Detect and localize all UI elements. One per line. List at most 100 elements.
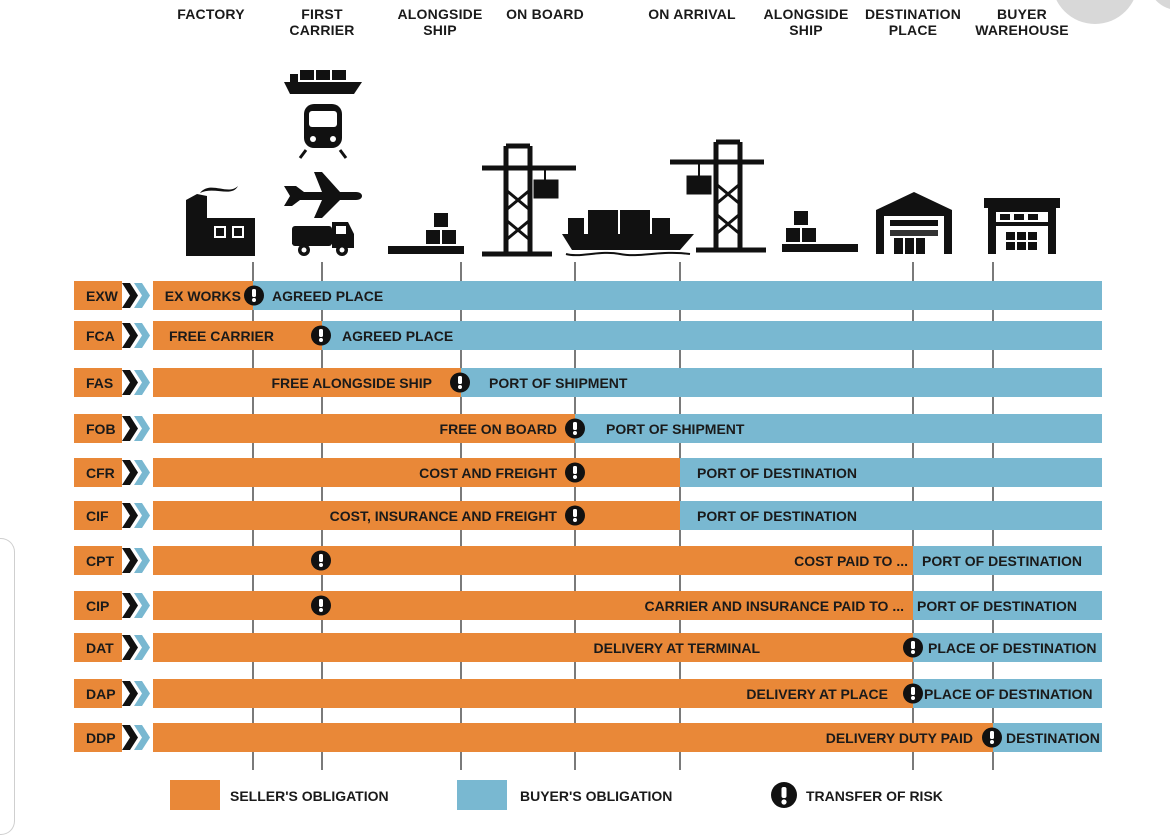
column-header-on-board: ON BOARD: [506, 6, 584, 22]
seller-bar: [153, 458, 680, 487]
chevron-dark-icon: [122, 681, 138, 706]
seller-bar: [153, 414, 575, 443]
seller-label: COST AND FREIGHT: [419, 465, 557, 481]
code-tabs: [74, 281, 150, 752]
term-code: CIF: [86, 508, 109, 524]
chevron-blue-icon: [134, 635, 150, 660]
chevron-dark-icon: [122, 323, 138, 348]
seller-bar: [153, 368, 461, 397]
seller-bar: [153, 501, 680, 530]
legend-seller-label: SELLER'S OBLIGATION: [230, 788, 389, 804]
column-header-factory: FACTORY: [177, 6, 245, 22]
seller-label: FREE ON BOARD: [440, 421, 557, 437]
term-row-cip: [153, 591, 1102, 620]
chevron-blue-icon: [134, 283, 150, 308]
buyer-label: PLACE OF DESTINATION: [924, 686, 1093, 702]
seller-label: CARRIER AND INSURANCE PAID TO ...: [644, 598, 904, 614]
buyer-label: PORT OF DESTINATION: [697, 465, 857, 481]
term-code-tab: [74, 458, 122, 487]
chevron-dark-icon: [122, 370, 138, 395]
transfer-of-risk-icon: [903, 683, 923, 704]
term-row-dap: [153, 679, 1102, 708]
seller-bar: [153, 321, 322, 350]
seller-bar: [153, 281, 253, 310]
buyer-bar: [680, 458, 1102, 487]
buyer-bar: [993, 723, 1102, 752]
buyer-bar: [913, 633, 1102, 662]
chevron-dark-icon: [122, 503, 138, 528]
truck-icon: [292, 222, 354, 256]
transfer-of-risk-icon: [311, 550, 331, 571]
buyer-label: AGREED PLACE: [272, 288, 383, 304]
chevron-blue-icon: [134, 725, 150, 750]
chevron-blue-icon: [134, 593, 150, 618]
term-row-cfr: [153, 458, 1102, 487]
term-code-tab: [74, 546, 122, 575]
seller-label: COST, INSURANCE AND FREIGHT: [330, 508, 558, 524]
term-code-tab: [74, 723, 122, 752]
term-code: CFR: [86, 465, 115, 481]
term-code-tab: [74, 679, 122, 708]
term-code-tab: [74, 501, 122, 530]
buyer-bar: [575, 414, 1102, 443]
column-header-first-carrier: FIRST CARRIER: [289, 6, 355, 38]
crane-icon: [670, 139, 766, 253]
term-row-fca: [153, 321, 1102, 350]
legend-seller-swatch: [170, 780, 220, 810]
train-icon: [298, 104, 348, 159]
buyer-label: DESTINATION: [1006, 730, 1100, 746]
chevron-blue-icon: [134, 681, 150, 706]
seller-label: FREE CARRIER: [169, 328, 274, 344]
chevron-blue-icon: [134, 548, 150, 573]
crane-icon: [482, 143, 576, 257]
chevron-dark-icon: [122, 416, 138, 441]
buyer-label: PORT OF DESTINATION: [697, 508, 857, 524]
term-code: EXW: [86, 288, 119, 304]
seller-label: DELIVERY AT TERMINAL: [594, 640, 761, 656]
seller-label: DELIVERY AT PLACE: [746, 686, 888, 702]
term-code-tab: [74, 633, 122, 662]
risk-markers: [244, 285, 1002, 748]
transfer-of-risk-icon: [565, 462, 585, 483]
chevron-dark-icon: [122, 725, 138, 750]
buyer-bar: [913, 546, 1102, 575]
term-code: DAT: [86, 640, 114, 656]
chevron-dark-icon: [122, 548, 138, 573]
seller-bar: [153, 591, 913, 620]
buyer-bar: [253, 281, 1102, 310]
chevron-blue-icon: [134, 370, 150, 395]
chevron-blue-icon: [134, 323, 150, 348]
dock-cargo-icon: [782, 211, 858, 252]
legend-risk-label: TRANSFER OF RISK: [806, 788, 943, 804]
term-code: FAS: [86, 375, 113, 391]
term-code: DAP: [86, 686, 116, 702]
chevron-dark-icon: [122, 283, 138, 308]
term-row-fob: [153, 414, 1102, 443]
term-code: CPT: [86, 553, 114, 569]
seller-label: EX WORKS: [165, 288, 241, 304]
term-code-tab: [74, 414, 122, 443]
chevron-dark-icon: [122, 635, 138, 660]
cargo-ship-icon: [284, 70, 362, 94]
column-header-on-arrival: ON ARRIVAL: [648, 6, 736, 22]
column-header-alongside-ship-destination: ALONGSIDE SHIP: [763, 6, 849, 38]
legend-buyer-label: BUYER'S OBLIGATION: [520, 788, 673, 804]
buyer-bar: [913, 591, 1102, 620]
chevron-dark-icon: [122, 593, 138, 618]
column-header-destination-place: DESTINATION PLACE: [864, 6, 962, 38]
buyer-label: PLACE OF DESTINATION: [928, 640, 1097, 656]
term-row-cpt: [153, 546, 1102, 575]
warehouse-icon: [876, 192, 952, 254]
term-code: FOB: [86, 421, 116, 437]
transfer-of-risk-icon: [244, 285, 264, 306]
term-row-fas: [153, 368, 1102, 397]
seller-bar: [153, 679, 913, 708]
chevron-dark-icon: [122, 460, 138, 485]
term-code-tab: [74, 591, 122, 620]
term-code: DDP: [86, 730, 116, 746]
buyer-bar: [913, 679, 1102, 708]
buyer-label: PORT OF DESTINATION: [922, 553, 1082, 569]
term-row-ddp: [153, 723, 1102, 752]
seller-bar: [153, 633, 913, 662]
